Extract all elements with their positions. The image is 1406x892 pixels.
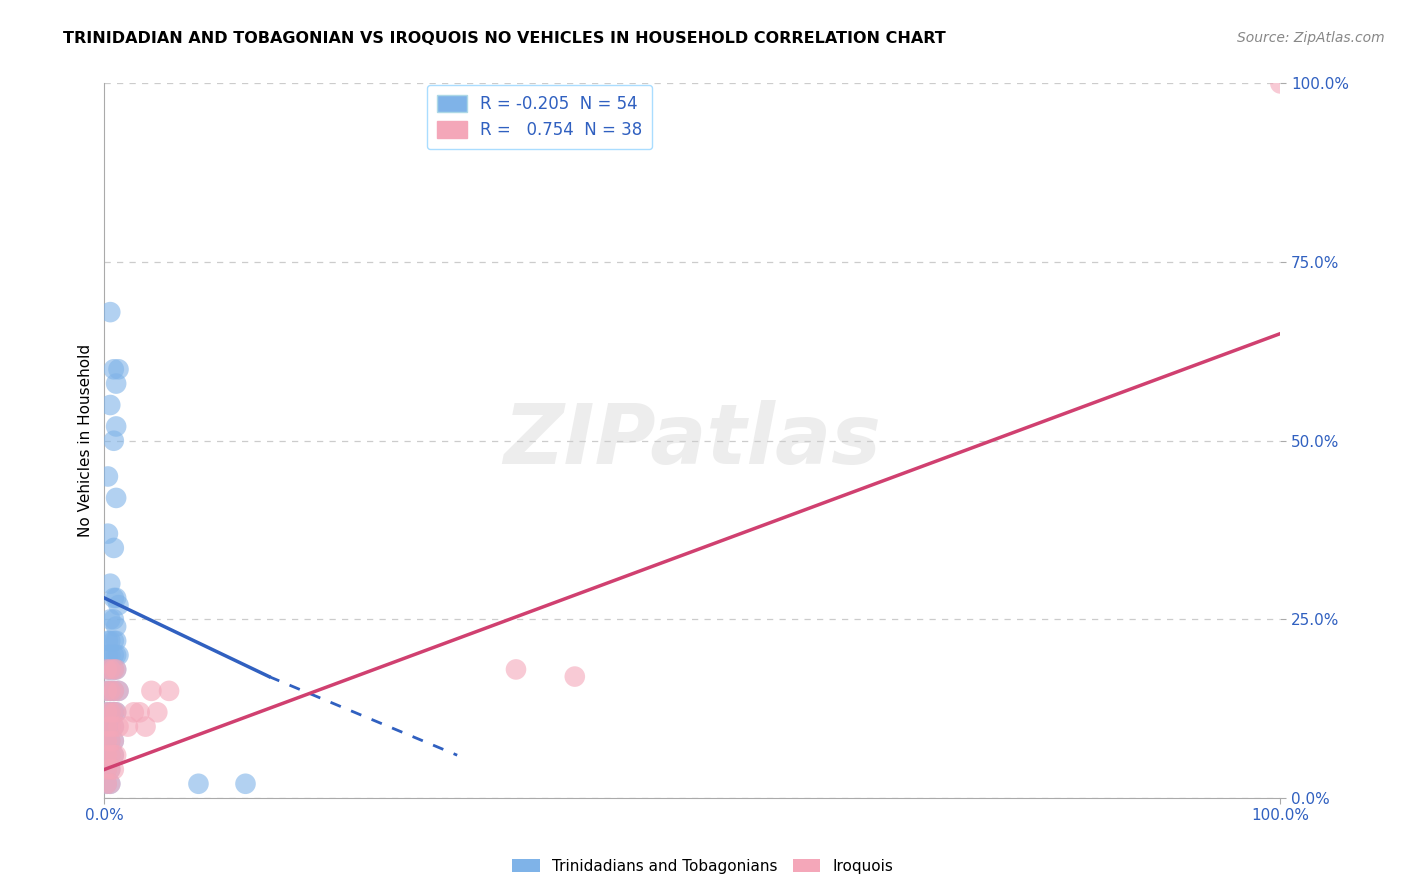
Point: [141, 684, 163, 698]
Legend: Trinidadians and Tobagonians, Iroquois: Trinidadians and Tobagonians, Iroquois: [506, 853, 900, 880]
Point: [505, 662, 527, 676]
Point: [96, 763, 118, 777]
Point: [98, 763, 121, 777]
Point: [117, 720, 139, 734]
Point: [103, 748, 125, 763]
Point: [135, 720, 157, 734]
Point: [235, 777, 257, 791]
Point: [105, 748, 128, 763]
Point: [98, 633, 121, 648]
Point: [1270, 77, 1292, 91]
Point: [187, 777, 209, 791]
Point: [98, 734, 121, 748]
Point: [96, 706, 118, 720]
Point: [122, 706, 145, 720]
Point: [107, 720, 129, 734]
Point: [103, 662, 125, 676]
Point: [98, 748, 121, 763]
Point: [98, 662, 121, 676]
Point: [98, 748, 121, 763]
Point: [98, 648, 121, 662]
Point: [96, 662, 118, 676]
Point: [97, 469, 120, 483]
Point: [96, 763, 118, 777]
Point: [105, 706, 128, 720]
Point: [107, 362, 129, 376]
Point: [103, 648, 125, 662]
Point: [97, 526, 120, 541]
Text: Source: ZipAtlas.com: Source: ZipAtlas.com: [1237, 31, 1385, 45]
Point: [96, 684, 118, 698]
Point: [98, 576, 121, 591]
Point: [105, 619, 128, 633]
Point: [96, 748, 118, 763]
Point: [103, 748, 125, 763]
Point: [105, 491, 128, 505]
Point: [107, 648, 129, 662]
Point: [103, 662, 125, 676]
Point: [98, 706, 121, 720]
Point: [98, 777, 121, 791]
Point: [96, 720, 118, 734]
Point: [107, 684, 129, 698]
Point: [103, 734, 125, 748]
Point: [97, 648, 120, 662]
Point: [105, 633, 128, 648]
Point: [96, 734, 118, 748]
Point: [103, 706, 125, 720]
Point: [103, 720, 125, 734]
Point: [107, 598, 129, 612]
Text: ZIPatlas: ZIPatlas: [503, 401, 882, 482]
Point: [97, 662, 120, 676]
Point: [103, 541, 125, 555]
Point: [103, 734, 125, 748]
Point: [564, 669, 586, 683]
Point: [103, 591, 125, 605]
Point: [107, 684, 129, 698]
Point: [98, 720, 121, 734]
Point: [103, 720, 125, 734]
Point: [103, 434, 125, 448]
Point: [98, 720, 121, 734]
Point: [98, 684, 121, 698]
Point: [96, 706, 118, 720]
Point: [128, 706, 150, 720]
Point: [105, 706, 128, 720]
Point: [98, 612, 121, 626]
Point: [98, 763, 121, 777]
Point: [96, 684, 118, 698]
Point: [105, 662, 128, 676]
Text: TRINIDADIAN AND TOBAGONIAN VS IROQUOIS NO VEHICLES IN HOUSEHOLD CORRELATION CHAR: TRINIDADIAN AND TOBAGONIAN VS IROQUOIS N…: [63, 31, 946, 46]
Point: [98, 777, 121, 791]
Point: [98, 734, 121, 748]
Point: [146, 706, 169, 720]
Point: [105, 591, 128, 605]
Point: [103, 633, 125, 648]
Point: [96, 720, 118, 734]
Point: [98, 684, 121, 698]
Point: [105, 376, 128, 391]
Point: [98, 305, 121, 319]
Point: [96, 777, 118, 791]
Point: [96, 748, 118, 763]
Point: [98, 398, 121, 412]
Point: [105, 419, 128, 434]
Point: [105, 662, 128, 676]
Point: [103, 684, 125, 698]
Point: [103, 612, 125, 626]
Point: [105, 648, 128, 662]
Point: [96, 777, 118, 791]
Point: [98, 662, 121, 676]
Point: [103, 763, 125, 777]
Legend: R = -0.205  N = 54, R =   0.754  N = 38: R = -0.205 N = 54, R = 0.754 N = 38: [426, 85, 652, 149]
Point: [103, 684, 125, 698]
Y-axis label: No Vehicles in Household: No Vehicles in Household: [79, 344, 93, 537]
Point: [97, 633, 120, 648]
Point: [96, 734, 118, 748]
Point: [103, 362, 125, 376]
Point: [103, 706, 125, 720]
Point: [98, 706, 121, 720]
Point: [157, 684, 180, 698]
